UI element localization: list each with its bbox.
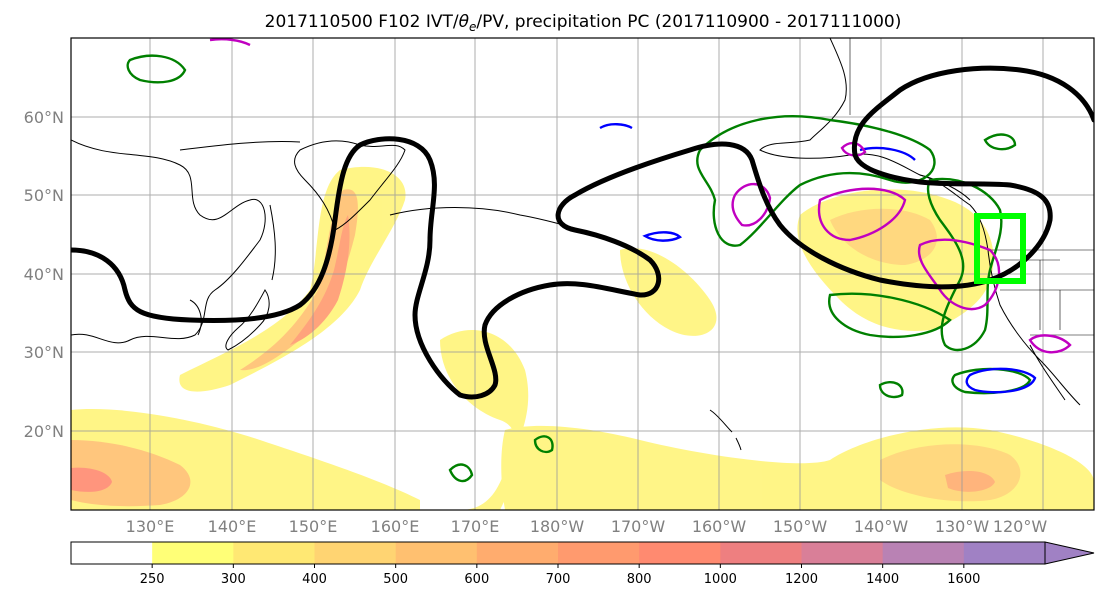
lon-label-140e: 140°E (208, 517, 257, 536)
colorbar-tick-label: 500 (383, 572, 408, 587)
colorbar-ticks: 250 300 400 500 600 700 800 1000 1200 1400 1600 (140, 564, 980, 587)
precip-contour-tropic (448, 463, 474, 483)
colorbar-segment (314, 542, 397, 564)
colorbar-segment (963, 542, 1046, 564)
lon-label-170e: 170°E (451, 517, 500, 536)
precip-contour-nw (126, 54, 187, 84)
theta-neg-contour-n (599, 123, 633, 130)
lon-label-150w: 150°W (773, 517, 828, 536)
colorbar-extend-arrow (1044, 541, 1095, 565)
colorbar-segments (71, 542, 1046, 564)
coast-baja (1029, 344, 1066, 401)
lon-label-180w: 180°W (530, 517, 585, 536)
coast-siberia (179, 141, 301, 151)
lon-label-150e: 150°E (289, 517, 338, 536)
lat-label-50n: 50°N (24, 186, 64, 205)
precip-contour-ne (983, 133, 1017, 151)
colorbar-segment (639, 542, 721, 564)
ivt-plume-mid (440, 330, 529, 510)
map-panel: 60°N 50°N 40°N 30°N 20°N 130°E 140°E 150… (24, 37, 1095, 536)
ivt-tropical-east-peak (945, 470, 995, 492)
coast-sakhalin (269, 204, 276, 281)
theta-pos-contour-south (1028, 334, 1072, 354)
theta-contours (209, 38, 1072, 394)
colorbar-tick-label: 300 (221, 572, 246, 587)
lat-label-20n: 20°N (24, 422, 64, 441)
pv-contour (71, 65, 1094, 400)
colorbar-tick-label: 400 (302, 572, 327, 587)
lat-label-60n: 60°N (24, 108, 64, 127)
colorbar-tick-label: 1200 (785, 572, 818, 587)
theta-pos-contour-north (209, 38, 251, 47)
lat-label-40n: 40°N (24, 265, 64, 284)
lon-labels: 130°E 140°E 150°E 160°E 170°E 180°W 170°… (126, 517, 1048, 536)
theta-pos-contour-coast (917, 238, 1001, 311)
colorbar-segment (395, 542, 478, 564)
lon-label-120w: 120°W (993, 517, 1048, 536)
colorbar: 250 300 400 500 600 700 800 1000 1200 1400 1600 (70, 541, 1095, 587)
colorbar-segment (71, 542, 153, 564)
theta-neg-contour-mid (642, 231, 683, 242)
lon-label-140w: 140°W (854, 517, 909, 536)
theta-neg-contour-gulf (859, 146, 916, 161)
coast-alaska (759, 38, 971, 201)
precip-contour-coast-east (926, 177, 1003, 352)
lon-label-160e: 160°E (371, 517, 420, 536)
graticule (71, 38, 1094, 510)
colorbar-tick-label: 700 (546, 572, 571, 587)
colorbar-tick-label: 1000 (704, 572, 737, 587)
colorbar-tick-label: 600 (464, 572, 489, 587)
colorbar-tick-label: 250 (140, 572, 165, 587)
border-states (1000, 259, 1094, 330)
ivt-westcoast-core (830, 208, 937, 265)
coast-korea (189, 299, 202, 336)
colorbar-segment (558, 542, 640, 564)
theta-neg-contour-coast (965, 367, 1037, 394)
lon-label-130e: 130°E (126, 517, 175, 536)
ivt-plume-japan-peak (290, 215, 350, 345)
colorbar-tick-label: 800 (627, 572, 652, 587)
theta-pos-contour-west (731, 182, 772, 227)
precip-contour-tropic2 (533, 435, 554, 454)
theta-pos-contour-gulf (840, 141, 867, 157)
target-region-box (974, 213, 1026, 284)
lat-label-30n: 30°N (24, 343, 64, 362)
colorbar-tick-label: 1400 (866, 572, 899, 587)
coast-asia (71, 139, 266, 344)
map-frame (70, 37, 1095, 511)
colorbar-segment (233, 542, 315, 564)
ivt-southwest-peak (71, 467, 112, 492)
lon-label-170w: 170°W (611, 517, 666, 536)
colorbar-segment (476, 542, 559, 564)
colorbar-segment (720, 542, 802, 564)
theta-pos-contour-center (817, 187, 907, 242)
colorbar-segment (152, 542, 234, 564)
figure-title: 2017110500 F102 IVT/θe/PV, precipitation… (265, 12, 902, 34)
colorbar-segment (801, 542, 884, 564)
ivt-plume-mid-east (620, 248, 717, 336)
precip-contour-east-small (878, 381, 904, 399)
colorbar-tick-label: 1600 (947, 572, 980, 587)
coast-hawaii (709, 409, 742, 451)
precip-contour-south-coast (828, 292, 952, 338)
precip-contour-gulf (696, 115, 936, 247)
lon-label-130w: 130°W (935, 517, 990, 536)
lat-labels: 60°N 50°N 40°N 30°N 20°N (24, 108, 64, 441)
colorbar-segment (882, 542, 965, 564)
coastlines (71, 38, 1081, 451)
lon-label-160w: 160°W (692, 517, 747, 536)
